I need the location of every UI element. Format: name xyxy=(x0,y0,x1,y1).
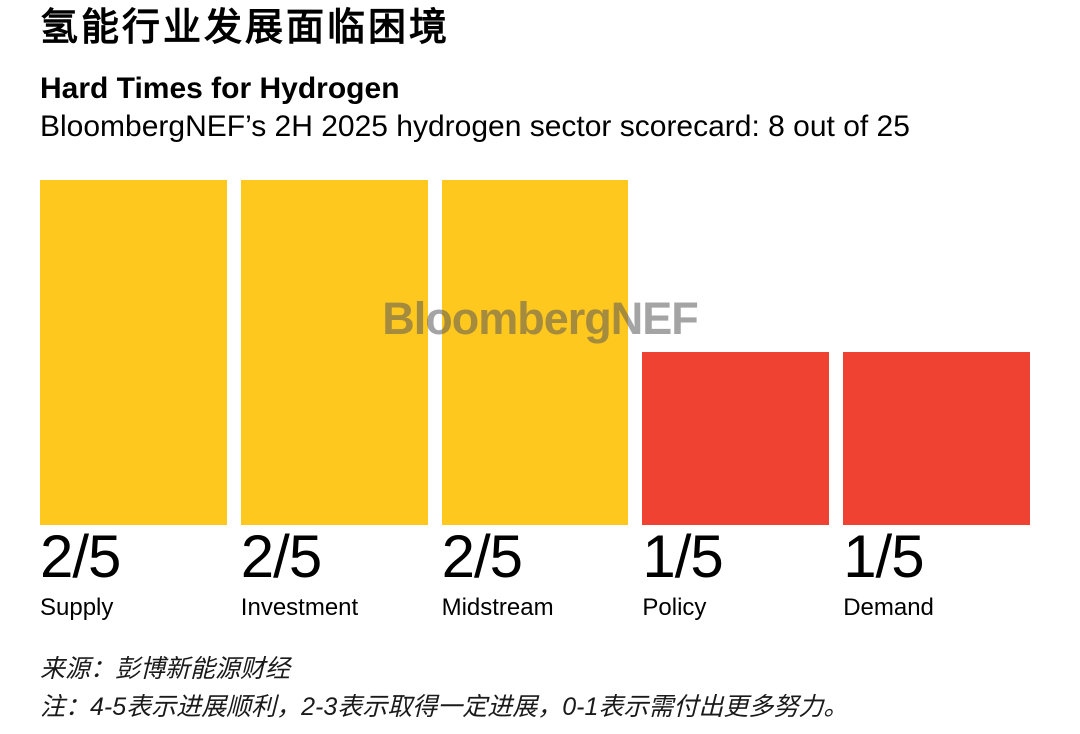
chart-title: Hard Times for Hydrogen xyxy=(40,72,400,105)
bar-investment xyxy=(240,180,428,525)
chart-subtitle: BloombergNEF’s 2H 2025 hydrogen sector s… xyxy=(40,110,910,143)
label-cell-midstream: 2/5 Midstream xyxy=(442,527,629,622)
category-label-demand: Demand xyxy=(843,594,934,621)
label-cell-investment: 2/5 Investment xyxy=(241,527,428,622)
bar-column-policy xyxy=(642,352,830,525)
bar-column-demand xyxy=(843,352,1030,525)
score-label-investment: 2/5 xyxy=(240,523,322,590)
category-label-supply: Supply xyxy=(40,594,114,621)
category-label-investment: Investment xyxy=(240,594,359,621)
bar-policy xyxy=(642,352,830,525)
axis-labels-row: 2/5 Supply 2/5 Investment 2/5 Midstream … xyxy=(40,527,1030,622)
source-line: 来源：彭博新能源财经 xyxy=(40,655,291,683)
bar-supply xyxy=(40,180,227,525)
category-label-midstream: Midstream xyxy=(441,594,554,621)
bar-column-investment xyxy=(240,180,428,525)
score-label-demand: 1/5 xyxy=(843,523,924,590)
bar-midstream xyxy=(441,180,629,525)
label-cell-policy: 1/5 Policy xyxy=(642,527,829,622)
chinese-title: 氢能行业发展面临困境 xyxy=(40,7,451,49)
score-label-policy: 1/5 xyxy=(642,523,723,590)
plot-area xyxy=(40,180,1030,525)
score-label-midstream: 2/5 xyxy=(441,523,523,590)
score-label-supply: 2/5 xyxy=(40,523,121,590)
label-cell-demand: 1/5 Demand xyxy=(843,527,1030,622)
bar-column-midstream xyxy=(441,180,629,525)
bar-demand xyxy=(843,352,1030,525)
category-label-policy: Policy xyxy=(642,594,707,621)
label-cell-supply: 2/5 Supply xyxy=(40,527,227,622)
note-line: 注：4-5表示进展顺利，2-3表示取得一定进展，0-1表示需付出更多努力。 xyxy=(40,693,849,721)
bar-column-supply xyxy=(40,180,227,525)
